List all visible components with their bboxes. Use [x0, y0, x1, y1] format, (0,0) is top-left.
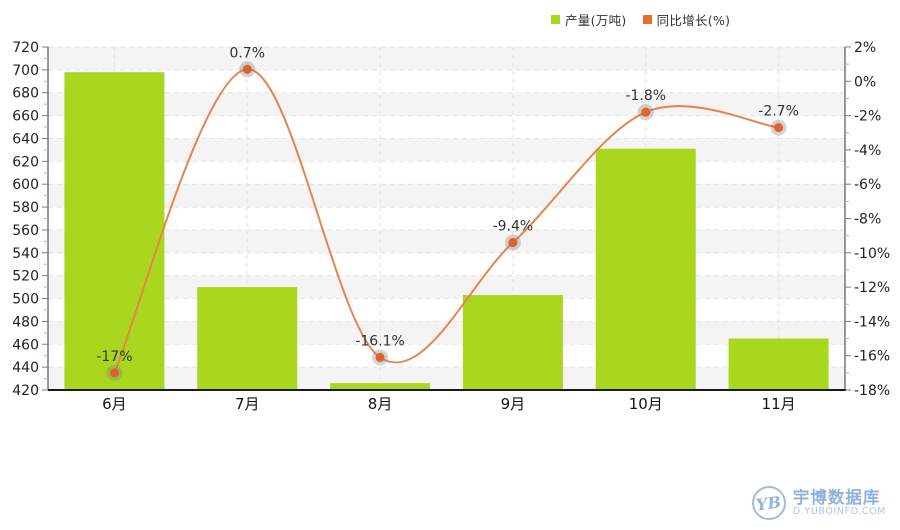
left-axis-label: 660 — [12, 109, 39, 125]
left-axis-label: 680 — [12, 86, 39, 102]
zebra-band — [48, 138, 845, 162]
data-point-11月[interactable] — [774, 123, 784, 133]
legend-swatch-production — [551, 15, 560, 24]
legend-item-yoy-growth[interactable]: 同比增长(%) — [642, 10, 731, 29]
data-label-10月: -1.8% — [625, 88, 666, 104]
bar-11月[interactable] — [728, 338, 829, 390]
watermark: YB 宇博数据库 D.YUBOINFO.COM — [751, 486, 886, 520]
right-axis-label: -14% — [854, 314, 890, 330]
left-axis-label: 520 — [12, 269, 39, 285]
zebra-band — [48, 47, 845, 70]
zebra-band — [48, 275, 845, 299]
legend-label-production: 产量(万吨) — [565, 13, 627, 28]
right-axis-label: -18% — [854, 383, 890, 399]
left-axis-label: 700 — [12, 63, 39, 79]
right-axis-label: -2% — [854, 109, 881, 125]
data-label-7月: 0.7% — [229, 45, 265, 61]
data-point-9月[interactable] — [508, 238, 518, 248]
left-axis-label: 580 — [12, 200, 39, 216]
bar-10月[interactable] — [595, 148, 696, 390]
data-point-6月[interactable] — [109, 368, 119, 378]
right-axis-label: -10% — [854, 246, 890, 262]
left-axis-label: 500 — [12, 292, 39, 308]
data-point-10月[interactable] — [641, 107, 651, 117]
x-axis-label-11月: 11月 — [762, 395, 796, 413]
x-axis-label-9月: 9月 — [501, 395, 526, 413]
zebra-band — [48, 184, 845, 208]
right-axis-label: 0% — [854, 74, 876, 90]
data-label-8月: -16.1% — [355, 333, 405, 349]
right-axis-label: -4% — [854, 143, 881, 159]
zebra-band — [48, 229, 845, 253]
left-axis-label: 460 — [12, 337, 39, 353]
data-label-11月: -2.7% — [758, 104, 799, 120]
bar-8月[interactable] — [330, 383, 431, 390]
data-point-7月[interactable] — [242, 64, 252, 74]
left-axis-label: 600 — [12, 177, 39, 193]
right-axis-label: -8% — [854, 212, 881, 228]
data-label-9月: -9.4% — [493, 219, 534, 235]
left-axis-label: 480 — [12, 314, 39, 330]
data-point-8月[interactable] — [375, 352, 385, 362]
bar-9月[interactable] — [462, 295, 563, 390]
left-axis-label: 540 — [12, 246, 39, 262]
watermark-brand: 宇博数据库 — [792, 488, 881, 508]
legend-label-yoy-growth: 同比增长(%) — [656, 13, 731, 28]
legend: 产量(万吨) 同比增长(%) — [551, 10, 730, 29]
x-axis-label-8月: 8月 — [368, 395, 393, 413]
right-axis-label: 2% — [854, 40, 876, 56]
left-axis-label: 620 — [12, 154, 39, 170]
yubo-logo-icon: YB — [751, 486, 786, 520]
legend-item-production[interactable]: 产量(万吨) — [551, 10, 627, 29]
watermark-domain: D.YUBOINFO.COM — [792, 505, 886, 517]
data-label-6月: -17% — [96, 349, 132, 365]
left-axis-label: 560 — [12, 223, 39, 239]
x-axis-label-6月: 6月 — [102, 395, 127, 413]
bar-6月[interactable] — [64, 72, 165, 391]
zebra-band — [48, 367, 845, 390]
left-axis-label: 640 — [12, 131, 39, 147]
x-axis-label-7月: 7月 — [235, 395, 260, 413]
left-axis-label: 420 — [12, 383, 39, 399]
left-axis-label: 720 — [12, 40, 39, 56]
right-axis-label: -16% — [854, 349, 890, 365]
x-axis-label-10月: 10月 — [629, 395, 663, 413]
right-axis-label: -12% — [854, 280, 890, 296]
right-axis-label: -6% — [854, 177, 881, 193]
legend-swatch-yoy-growth — [642, 15, 652, 24]
bar-7月[interactable] — [197, 287, 298, 390]
left-axis-label: 440 — [12, 360, 39, 376]
